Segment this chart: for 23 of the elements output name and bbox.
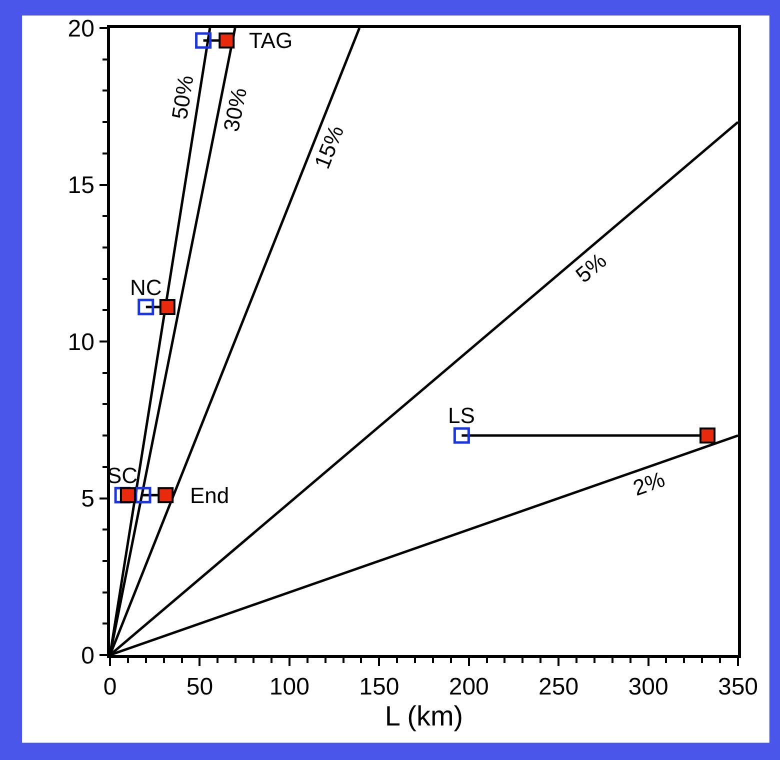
- annotation: 2%: [630, 466, 668, 501]
- annotation: 15%: [309, 122, 349, 172]
- annotation: 50%: [166, 74, 198, 121]
- annotation: End: [190, 483, 230, 508]
- y-tick-label: 0: [81, 642, 94, 670]
- x-tick-label: 250: [538, 674, 579, 701]
- x-tick-label: 100: [269, 674, 310, 701]
- x-tick-label: 150: [359, 674, 400, 701]
- y-tick-label: 5: [81, 486, 94, 513]
- x-tick-label: 300: [628, 674, 668, 701]
- annotation: TAG: [249, 28, 293, 53]
- x-tick-label: 0: [103, 674, 117, 701]
- x-tick-label: 350: [718, 674, 758, 701]
- annotation: 5%: [570, 248, 612, 288]
- x-tick-label: 50: [186, 674, 214, 701]
- y-tick-label: 15: [68, 172, 94, 200]
- y-tick-label: 20: [68, 15, 94, 42]
- y-tick-label: 10: [68, 328, 94, 356]
- annotation: LS: [448, 403, 475, 428]
- annotation: 30%: [218, 86, 252, 134]
- annotation: NC: [130, 275, 162, 300]
- x-axis-title: L (km): [384, 700, 464, 732]
- x-tick-label: 200: [448, 674, 489, 701]
